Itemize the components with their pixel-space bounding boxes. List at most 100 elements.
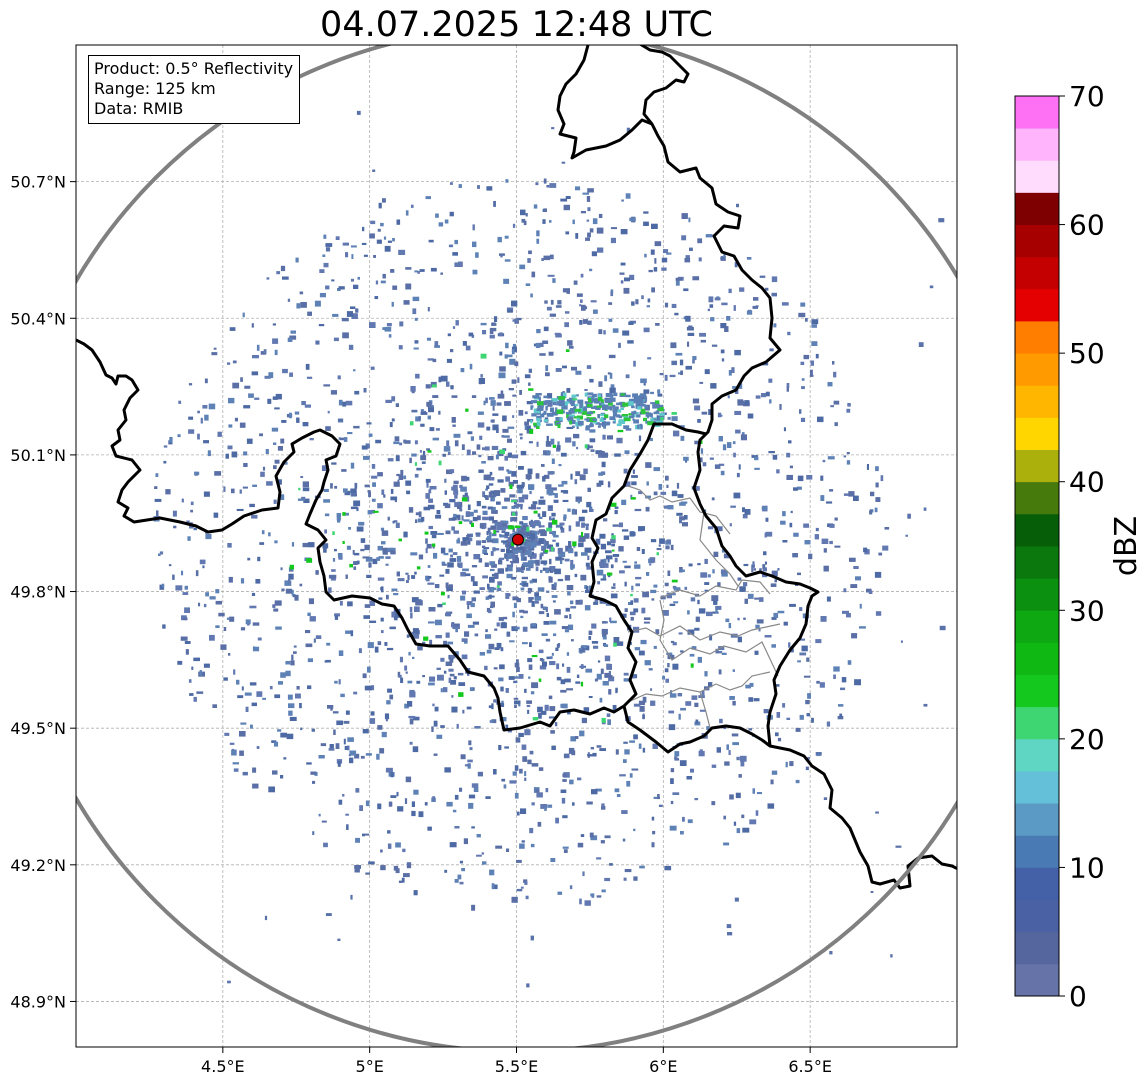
echo-pixel: [583, 523, 589, 526]
echo-pixel: [339, 600, 343, 606]
echo-pixel: [381, 630, 384, 634]
echo-pixel: [623, 672, 629, 676]
echo-pixel: [553, 582, 557, 587]
echo-pixel: [846, 452, 850, 455]
echo-pixel: [543, 255, 550, 261]
echo-pixel: [453, 530, 459, 534]
echo-pixel: [452, 252, 458, 256]
echo-pixel: [820, 475, 824, 481]
echo-pixel: [335, 743, 340, 749]
echo-pixel: [385, 717, 388, 722]
echo-pixel: [309, 438, 314, 441]
echo-pixel: [797, 572, 801, 576]
echo-pixel: [687, 332, 695, 336]
echo-pixel: [177, 434, 181, 438]
echo-pixel: [923, 703, 928, 707]
echo-pixel: [321, 820, 327, 823]
echo-pixel: [789, 522, 793, 528]
echo-pixel: [799, 714, 804, 720]
echo-pixel: [625, 193, 631, 199]
echo-pixel: [300, 476, 304, 478]
echo-pixel: [668, 724, 676, 731]
echo-pixel: [762, 567, 767, 572]
echo-pixel: [282, 368, 288, 374]
echo-pixel: [353, 561, 358, 565]
echo-pixel: [721, 548, 726, 553]
echo-pixel: [470, 576, 475, 582]
echo-pixel: [656, 420, 663, 424]
echo-pixel: [801, 645, 808, 652]
echo-pixel: [172, 510, 177, 517]
echo-pixel: [427, 450, 432, 453]
echo-pixel: [481, 505, 487, 509]
echo-pixel: [434, 345, 440, 348]
echo-pixel: [461, 654, 468, 660]
echo-pixel: [489, 397, 495, 400]
echo-pixel: [215, 600, 222, 605]
echo-pixel: [727, 932, 733, 936]
echo-pixel: [353, 566, 357, 570]
echo-pixel: [805, 318, 808, 322]
echo-pixel: [530, 691, 535, 695]
echo-pixel: [811, 341, 818, 346]
echo-pixel: [427, 826, 432, 831]
echo-pixel: [482, 549, 488, 554]
echo-pixel: [487, 527, 491, 534]
echo-pixel: [540, 569, 543, 573]
echo-pixel: [595, 406, 601, 410]
echo-pixel: [529, 580, 533, 584]
echo-pixel: [512, 597, 519, 600]
echo-pixel: [228, 424, 233, 428]
echo-pixel: [589, 268, 593, 272]
echo-pixel: [476, 854, 482, 857]
echo-pixel: [189, 693, 194, 696]
echo-pixel: [384, 245, 391, 252]
echo-pixel: [610, 384, 615, 389]
echo-pixel: [285, 670, 291, 677]
echo-pixel: [537, 821, 542, 827]
echo-pixel: [929, 285, 934, 289]
echo-pixel: [479, 523, 484, 529]
echo-pixel: [574, 551, 578, 557]
echo-pixel: [390, 795, 397, 798]
echo-pixel: [161, 583, 165, 588]
echo-pixel: [556, 409, 564, 415]
echo-pixel: [643, 617, 651, 620]
echo-pixel: [461, 444, 465, 450]
echo-pixel: [601, 889, 606, 893]
echo-pixel: [574, 404, 579, 407]
echo-pixel: [231, 488, 235, 494]
echo-pixel: [603, 421, 611, 424]
echo-pixel: [377, 577, 385, 581]
echo-pixel: [638, 403, 646, 407]
echo-pixel: [227, 362, 231, 365]
echo-pixel: [586, 416, 589, 420]
echo-pixel: [549, 706, 556, 712]
echo-pixel: [555, 542, 560, 547]
echo-pixel: [446, 469, 453, 475]
echo-pixel: [584, 605, 591, 611]
echo-pixel: [505, 567, 508, 572]
echo-pixel: [584, 585, 588, 589]
echo-pixel: [529, 539, 533, 542]
echo-pixel: [228, 576, 233, 583]
echo-pixel: [537, 513, 541, 517]
echo-pixel: [611, 543, 615, 547]
echo-pixel: [471, 522, 474, 527]
echo-pixel: [337, 761, 341, 767]
echo-pixel: [623, 287, 630, 294]
echo-pixel: [643, 211, 649, 214]
echo-pixel: [905, 534, 908, 537]
echo-pixel: [444, 869, 448, 873]
echo-pixel: [542, 567, 548, 571]
echo-pixel: [484, 665, 488, 671]
echo-pixel: [446, 440, 450, 447]
echo-pixel: [305, 643, 313, 648]
echo-pixel: [558, 399, 565, 405]
echo-pixel: [592, 752, 597, 757]
echo-pixel: [669, 825, 677, 831]
echo-pixel: [671, 490, 678, 497]
echo-pixel: [635, 299, 639, 305]
echo-pixel: [556, 663, 560, 670]
echo-pixel: [724, 761, 730, 766]
